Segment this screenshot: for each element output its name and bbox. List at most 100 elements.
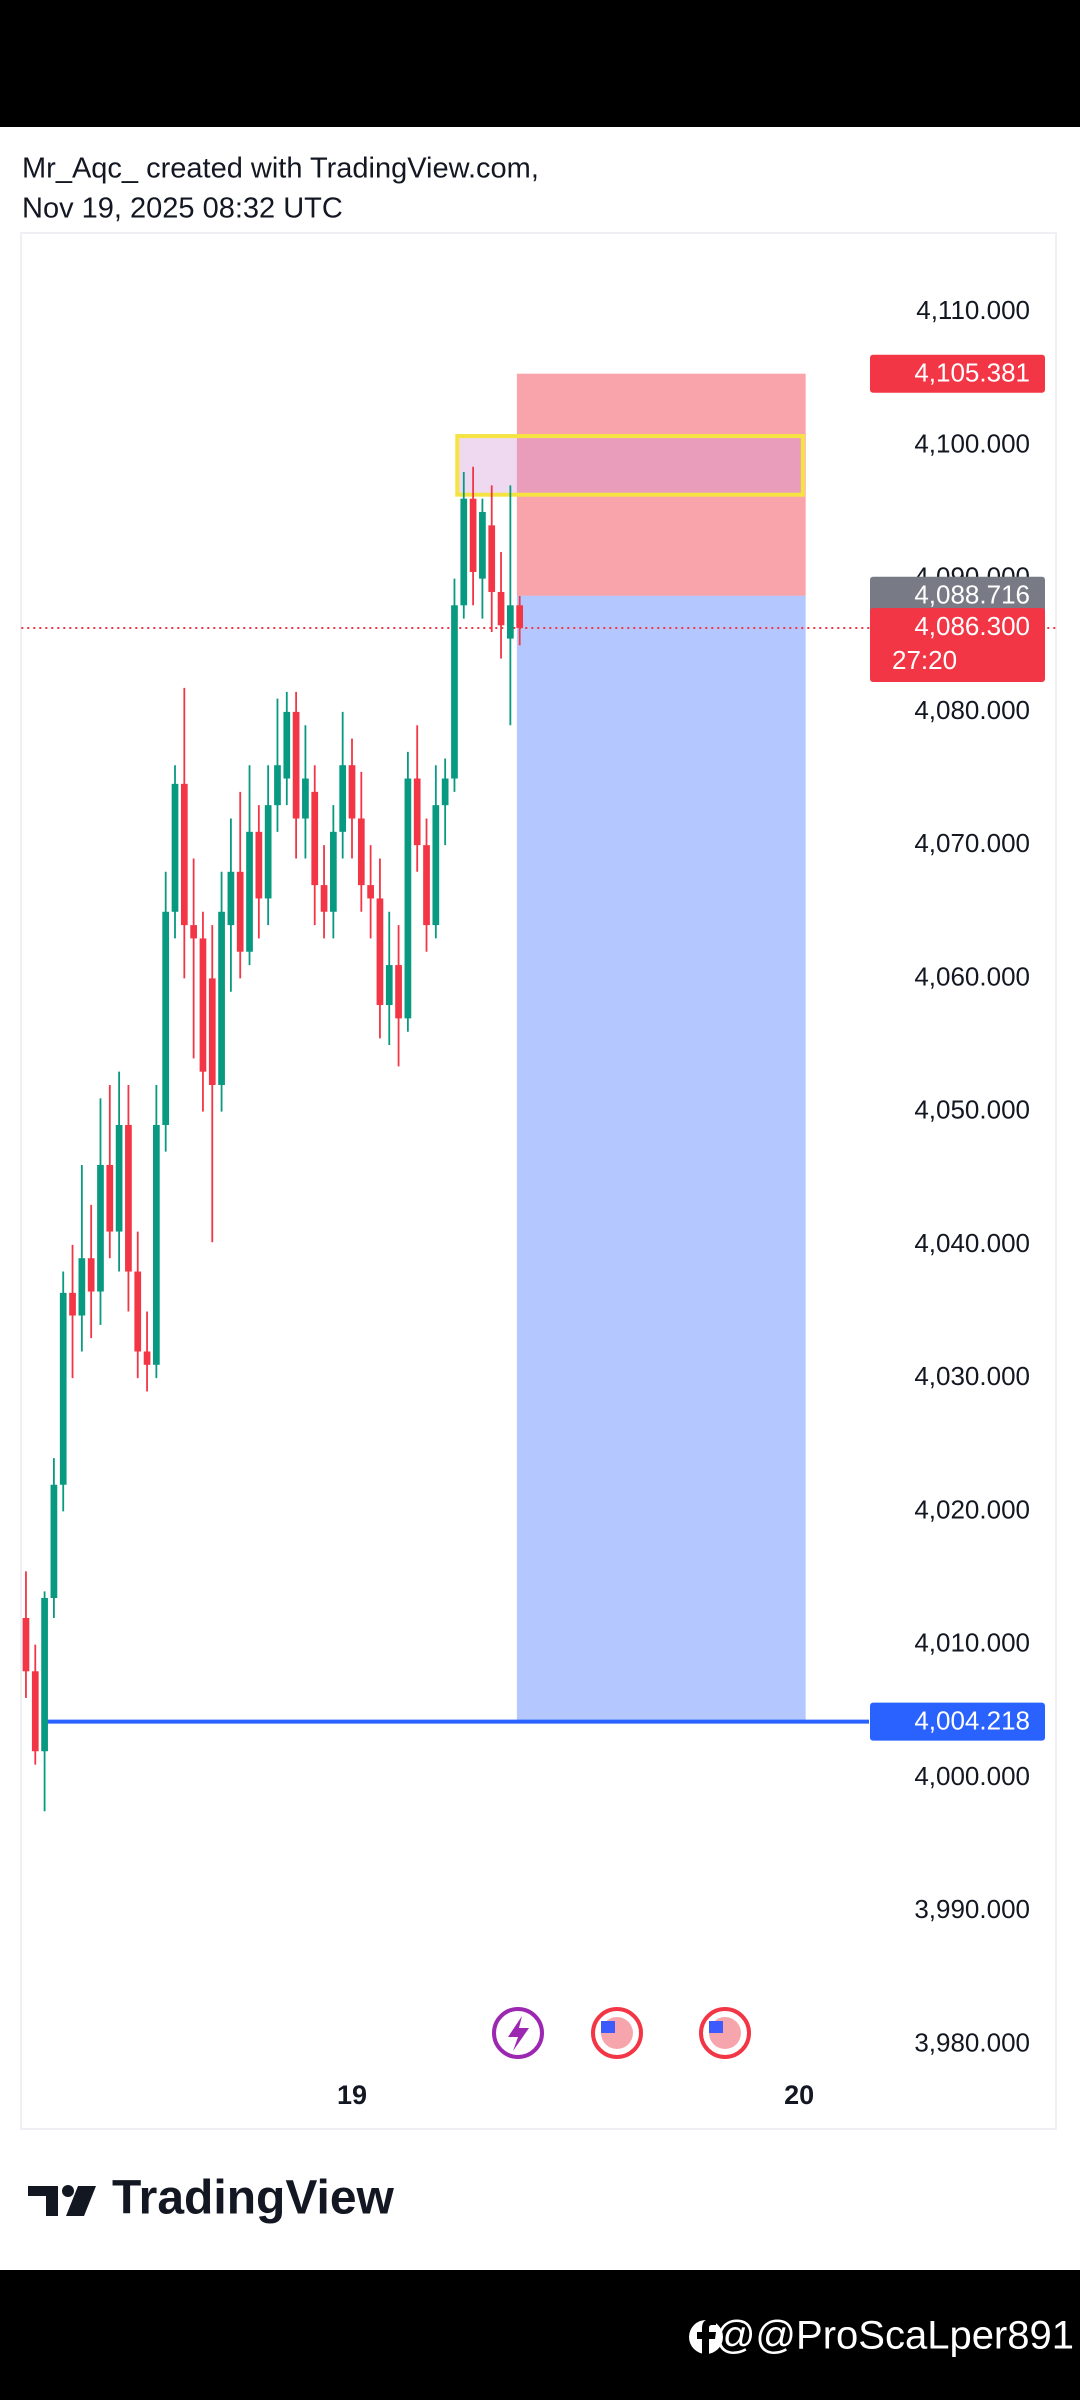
countdown: 27:20 xyxy=(892,645,957,675)
y-tick-label: 4,040.000 xyxy=(914,1228,1030,1258)
candle-body xyxy=(488,525,496,592)
tv-logo: TradingView xyxy=(28,2172,395,2225)
y-tick-label: 4,070.000 xyxy=(914,828,1030,858)
y-tick-label: 4,000.000 xyxy=(914,1761,1030,1791)
stop-zone xyxy=(516,373,806,596)
price-tag-bg xyxy=(870,576,1045,615)
candle-body xyxy=(274,765,281,806)
facebook-glyph xyxy=(697,2319,716,2356)
header-date: Nov 19, 2025 08:32 UTC xyxy=(22,193,343,225)
candle-body xyxy=(134,1271,142,1352)
candle-body xyxy=(330,831,337,912)
x-tick-label: 20 xyxy=(784,2080,814,2110)
candle-body xyxy=(41,1598,48,1752)
candle-body xyxy=(385,965,393,1006)
price-tag: 4,004.218 xyxy=(914,1706,1030,1736)
chart-frame xyxy=(20,232,1057,2130)
y-tick-label: 4,110.000 xyxy=(916,295,1030,325)
logo-mark xyxy=(66,2186,96,2216)
candle-body xyxy=(255,831,263,899)
candle-body xyxy=(190,925,197,939)
candle-body xyxy=(292,711,300,819)
candle-body xyxy=(311,791,319,886)
candle-body xyxy=(153,1124,160,1365)
candle-body xyxy=(348,765,356,819)
candle-body xyxy=(320,885,328,912)
y-tick-label: 4,080.000 xyxy=(914,695,1030,725)
x-tick-label: 19 xyxy=(337,2080,367,2110)
candle-body xyxy=(106,1164,114,1232)
supply-zone xyxy=(455,434,805,497)
candle-body xyxy=(180,783,188,926)
candle-body xyxy=(22,1617,30,1672)
y-tick-label: 4,060.000 xyxy=(914,961,1030,991)
event-icons xyxy=(492,2007,751,2059)
candle-body xyxy=(87,1258,95,1292)
logo-mark xyxy=(28,2186,58,2216)
candle-body xyxy=(413,778,421,846)
flag-canton xyxy=(601,2021,615,2033)
candle-body xyxy=(469,498,477,572)
candle-body xyxy=(162,911,170,1125)
y-tick-label: 4,100.000 xyxy=(914,428,1030,458)
candle-body xyxy=(125,1124,132,1272)
lightning-glyph xyxy=(508,2016,529,2051)
candle-body xyxy=(302,778,309,819)
candle-body xyxy=(451,605,458,779)
candle-body xyxy=(395,965,402,1019)
candle-body xyxy=(441,778,449,806)
candle-body xyxy=(236,871,244,952)
candle-body xyxy=(460,498,468,606)
candle-body xyxy=(59,1292,67,1485)
candle-body xyxy=(50,1484,58,1599)
y-tick-label: 3,990.000 xyxy=(914,1894,1030,1924)
candle-body xyxy=(404,778,412,1019)
candle-body xyxy=(31,1671,39,1752)
candle-body xyxy=(208,978,216,1085)
flag-canton xyxy=(709,2021,723,2033)
price-tag-bg xyxy=(870,607,1045,682)
y-tick-label: 4,020.000 xyxy=(914,1494,1030,1524)
candle-body xyxy=(264,805,272,899)
price-tag: 4,105.381 xyxy=(914,358,1030,388)
y-tick-label: 3,980.000 xyxy=(914,2027,1030,2057)
candle-body xyxy=(69,1292,76,1316)
candle-body xyxy=(283,711,291,779)
candle-body xyxy=(143,1351,151,1365)
target-zone xyxy=(516,595,806,1722)
logo-text: TradingView xyxy=(112,2172,395,2225)
candle-body xyxy=(497,591,505,626)
candle-body xyxy=(218,911,225,1085)
watermark: @@ProScaLper891 xyxy=(715,2314,1074,2358)
candle-body xyxy=(171,783,179,912)
y-tick-label: 4,030.000 xyxy=(914,1361,1030,1391)
candle-body xyxy=(357,818,365,886)
logo-mark xyxy=(62,2185,74,2197)
candle-body xyxy=(423,845,430,926)
candle-body xyxy=(246,831,253,952)
candle-body xyxy=(507,605,514,639)
price-tag-bg xyxy=(870,1702,1045,1741)
candle-body xyxy=(367,885,374,899)
status-bar xyxy=(0,0,1080,127)
candle-body xyxy=(479,512,486,579)
candle-body xyxy=(78,1258,86,1316)
nav-bar xyxy=(0,2270,1080,2400)
candle-body xyxy=(432,805,440,926)
price-tag: 4,088.716 xyxy=(914,580,1030,610)
plot: 3,980.000 3,990.000 4,000.000 4,010.000 4,02… xyxy=(21,295,1056,2110)
candle-body xyxy=(516,605,524,628)
candle-body xyxy=(199,938,207,1072)
header-author: Mr_Aqc_ created with TradingView.com, xyxy=(22,153,539,185)
candle-body xyxy=(97,1164,104,1292)
price-tag-bg xyxy=(870,354,1045,393)
candle-body xyxy=(339,765,347,832)
y-tick-label: 4,050.000 xyxy=(914,1095,1030,1125)
candle-body xyxy=(227,871,235,926)
candle-body xyxy=(376,898,384,1006)
last-price-tag: 4,086.300 xyxy=(914,611,1030,641)
candle-body xyxy=(115,1124,123,1232)
y-tick-label: 4,010.000 xyxy=(914,1628,1030,1658)
